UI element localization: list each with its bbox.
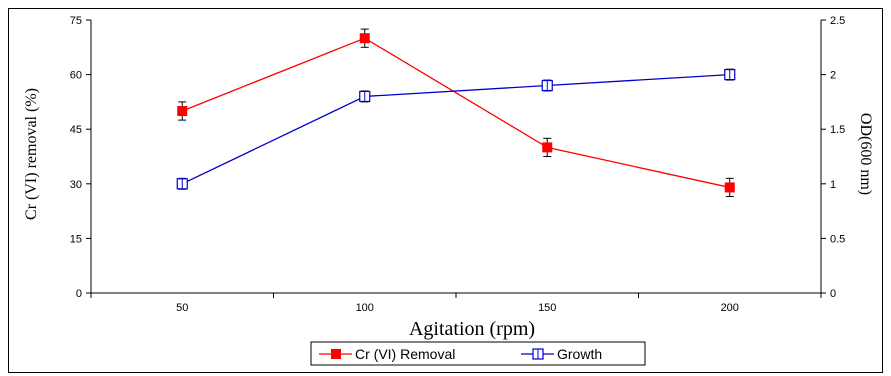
x-axis-title: Agitation (rpm) bbox=[409, 318, 535, 340]
x-tick-label: 150 bbox=[538, 302, 556, 314]
y2-tick-label: 1.5 bbox=[830, 124, 845, 136]
legend-marker-removal bbox=[331, 349, 341, 359]
y-tick-label: 15 bbox=[70, 233, 82, 245]
y-tick-label: 60 bbox=[70, 70, 82, 82]
y2-tick-label: 0 bbox=[830, 288, 836, 300]
legend-label-removal: Cr (VI) Removal bbox=[355, 346, 455, 362]
tick-labels: 0 15 30 45 60 75 0 0.5 1 1.5 2 2.5 50 100 150 200 bbox=[70, 15, 846, 314]
data-point bbox=[359, 33, 370, 44]
chart-frame: 0 15 30 45 60 75 0 0.5 1 1.5 2 2.5 50 100 150 200 Agita… bbox=[8, 8, 883, 373]
y-tick-label: 45 bbox=[70, 124, 82, 136]
y-axis-title: Cr (VI) removal (%) bbox=[23, 88, 40, 220]
legend-label-growth: Growth bbox=[557, 346, 602, 362]
axes bbox=[86, 19, 826, 298]
chart-svg: 0 15 30 45 60 75 0 0.5 1 1.5 2 2.5 50 100 150 200 Agita… bbox=[23, 15, 874, 366]
y2-axis-title: OD(600 nm) bbox=[857, 113, 874, 195]
legend-box bbox=[310, 341, 646, 366]
legend: Cr (VI) Removal Growth bbox=[310, 341, 646, 366]
y-tick-label: 0 bbox=[76, 288, 82, 300]
series-layer bbox=[176, 28, 736, 198]
y-tick-label: 30 bbox=[70, 179, 82, 191]
data-point bbox=[724, 182, 735, 193]
y-tick-label: 75 bbox=[70, 15, 82, 27]
y2-tick-label: 2 bbox=[830, 70, 836, 82]
series-line-0 bbox=[182, 37, 730, 189]
data-point bbox=[542, 142, 553, 153]
y2-tick-label: 1 bbox=[830, 179, 836, 191]
x-tick-label: 200 bbox=[721, 302, 739, 314]
series-line-1 bbox=[181, 73, 730, 185]
x-tick-label: 50 bbox=[176, 302, 188, 314]
x-tick-label: 100 bbox=[356, 302, 374, 314]
y2-tick-label: 0.5 bbox=[830, 233, 845, 245]
y2-tick-label: 2.5 bbox=[830, 15, 845, 27]
data-point bbox=[177, 106, 188, 116]
